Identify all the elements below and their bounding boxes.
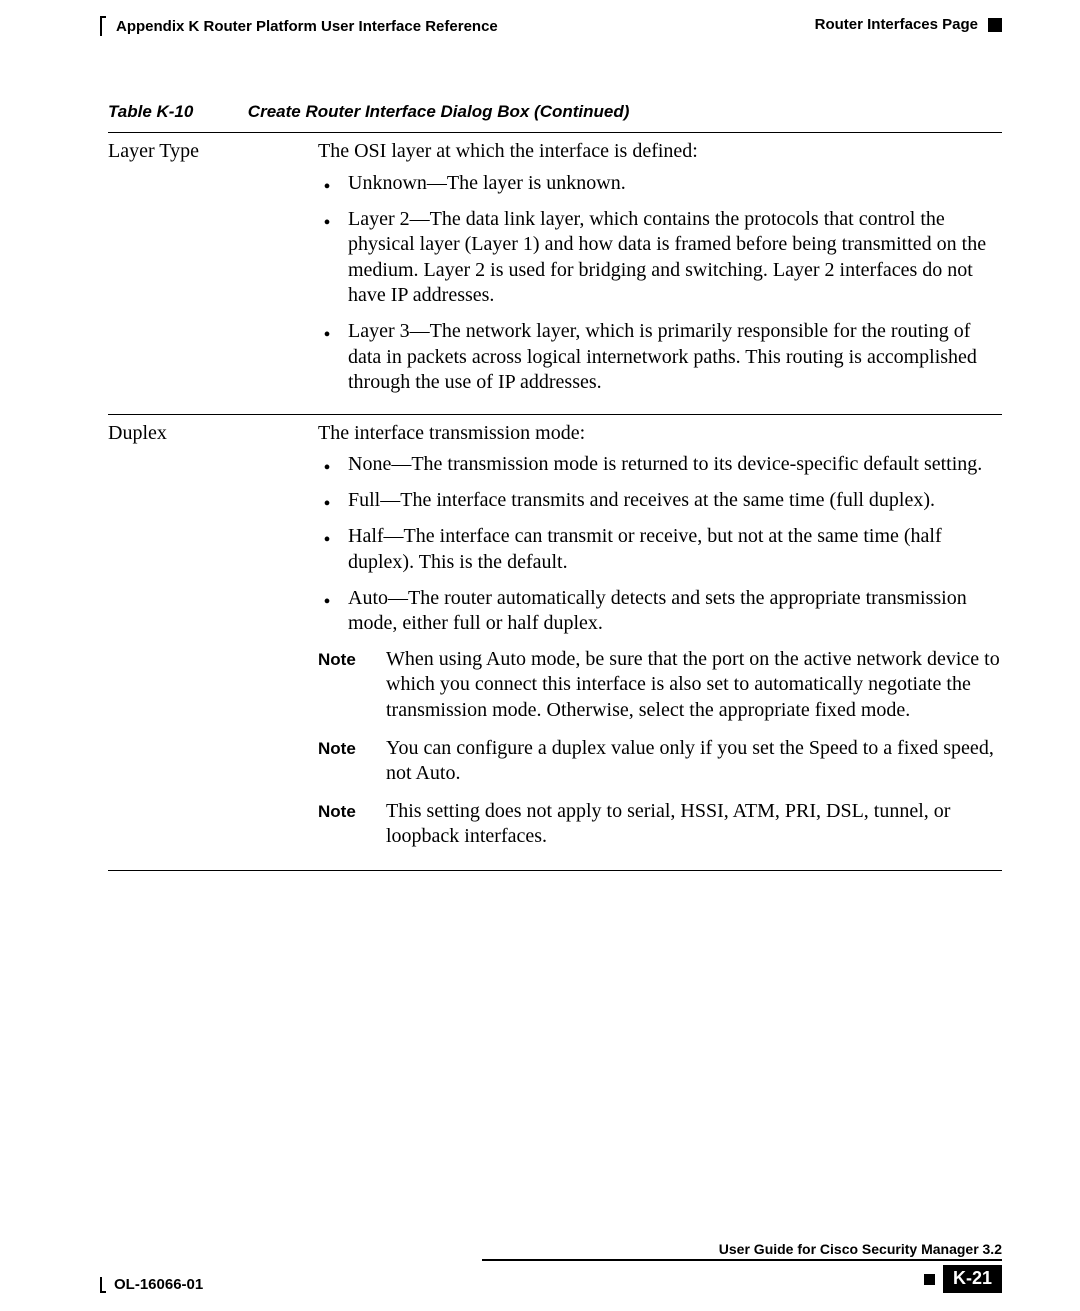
row-body: The OSI layer at which the interface is … xyxy=(318,133,1002,415)
square-marker-icon xyxy=(988,18,1002,32)
table-title: Create Router Interface Dialog Box (Cont… xyxy=(248,102,630,121)
list-item: • None—The transmission mode is returned … xyxy=(318,452,1002,478)
note-text: When using Auto mode, be sure that the p… xyxy=(386,647,1002,724)
row-body: The interface transmission mode: • None—T… xyxy=(318,414,1002,870)
footer-right: User Guide for Cisco Security Manager 3.… xyxy=(482,1241,1002,1293)
bullet-text: Layer 3—The network layer, which is prim… xyxy=(348,319,1002,396)
bullet-text: None—The transmission mode is returned t… xyxy=(348,452,1002,478)
footer-left: OL-16066-01 xyxy=(100,1276,203,1293)
bullet-icon: • xyxy=(318,452,336,478)
note-label: Note xyxy=(318,736,364,787)
corner-mark-icon xyxy=(100,1277,106,1293)
row-lead: The OSI layer at which the interface is … xyxy=(318,139,1002,165)
running-header: Appendix K Router Platform User Interfac… xyxy=(0,0,1080,42)
page-number: K-21 xyxy=(943,1265,1002,1293)
list-item: • Full—The interface transmits and receiv… xyxy=(318,488,1002,514)
bullet-text: Unknown—The layer is unknown. xyxy=(348,171,1002,197)
note-block: Note You can configure a duplex value on… xyxy=(318,736,1002,787)
note-block: Note This setting does not apply to seri… xyxy=(318,799,1002,850)
bullet-text: Layer 2—The data link layer, which conta… xyxy=(348,207,1002,309)
table-caption: Table K-10 Create Router Interface Dialo… xyxy=(0,42,1080,132)
note-text: This setting does not apply to serial, H… xyxy=(386,799,1002,850)
interface-table: Layer Type The OSI layer at which the in… xyxy=(108,132,1002,871)
table-row: Duplex The interface transmission mode: … xyxy=(108,414,1002,870)
header-left: Appendix K Router Platform User Interfac… xyxy=(100,16,498,36)
table-number: Table K-10 xyxy=(108,102,193,121)
doc-number: OL-16066-01 xyxy=(114,1276,203,1293)
bullet-list: •Unknown—The layer is unknown. •Layer 2—… xyxy=(318,171,1002,396)
header-right: Router Interfaces Page xyxy=(815,16,1002,33)
bullet-text: Half—The interface can transmit or recei… xyxy=(348,524,1002,575)
book-title: User Guide for Cisco Security Manager 3.… xyxy=(482,1241,1002,1261)
list-item: • Unknown—The layer is unknown. xyxy=(318,171,1002,197)
note-text: You can configure a duplex value only if… xyxy=(386,736,1002,787)
list-item: •Layer 2—The data link layer, which cont… xyxy=(318,207,1002,309)
header-left-text: Appendix K Router Platform User Interfac… xyxy=(116,18,498,35)
note-label: Note xyxy=(318,647,364,724)
bullet-icon: • xyxy=(318,488,336,514)
bullet-icon: • xyxy=(318,586,336,637)
bullet-icon: • xyxy=(318,171,336,197)
bullet-icon: • xyxy=(318,319,336,396)
corner-mark-icon xyxy=(100,16,106,36)
bullet-icon: • xyxy=(318,207,336,309)
row-lead: The interface transmission mode: xyxy=(318,421,1002,447)
note-label: Note xyxy=(318,799,364,850)
list-item: •Layer 3—The network layer, which is pri… xyxy=(318,319,1002,396)
table-row: Layer Type The OSI layer at which the in… xyxy=(108,133,1002,415)
square-marker-icon xyxy=(924,1274,935,1285)
bullet-text: Auto—The router automatically detects an… xyxy=(348,586,1002,637)
page: Appendix K Router Platform User Interfac… xyxy=(0,0,1080,1311)
row-label: Layer Type xyxy=(108,133,318,415)
running-footer: OL-16066-01 User Guide for Cisco Securit… xyxy=(0,1241,1080,1293)
list-item: •Auto—The router automatically detects a… xyxy=(318,586,1002,637)
list-item: •Half—The interface can transmit or rece… xyxy=(318,524,1002,575)
note-block: Note When using Auto mode, be sure that … xyxy=(318,647,1002,724)
bullet-icon: • xyxy=(318,524,336,575)
row-label: Duplex xyxy=(108,414,318,870)
header-right-text: Router Interfaces Page xyxy=(815,16,978,33)
bullet-list: • None—The transmission mode is returned … xyxy=(318,452,1002,636)
bullet-text: Full—The interface transmits and receive… xyxy=(348,488,1002,514)
page-number-wrap: K-21 xyxy=(482,1265,1002,1293)
